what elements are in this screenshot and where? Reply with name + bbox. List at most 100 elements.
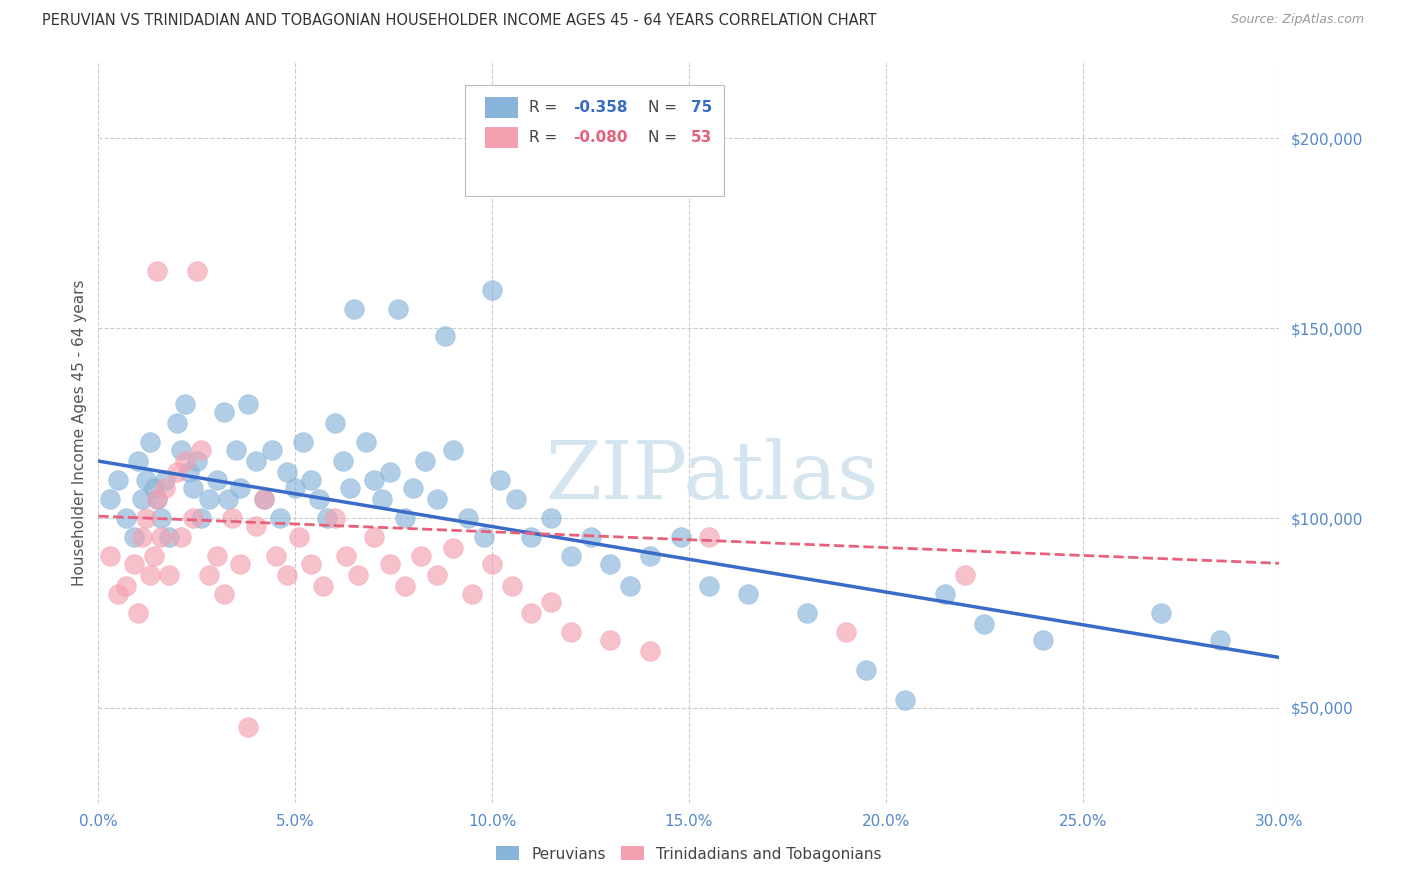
Point: [98, 491, 121, 506]
Point: [387, 302, 409, 317]
Point: [394, 579, 416, 593]
Point: [402, 481, 425, 495]
Point: [599, 557, 621, 571]
Point: [122, 530, 145, 544]
Point: [115, 579, 138, 593]
Point: [426, 568, 449, 582]
Point: [599, 632, 621, 647]
Point: [1150, 606, 1173, 620]
Point: [217, 491, 239, 506]
Point: [186, 454, 208, 468]
Point: [170, 530, 193, 544]
Text: -0.080: -0.080: [574, 129, 627, 145]
Text: N =: N =: [648, 100, 682, 115]
Point: [150, 511, 173, 525]
Point: [127, 454, 149, 468]
Point: [354, 435, 377, 450]
Point: [299, 557, 322, 571]
Point: [973, 617, 995, 632]
Point: [481, 557, 503, 571]
Point: [155, 473, 177, 487]
Point: [472, 530, 495, 544]
Text: R =: R =: [530, 129, 562, 145]
Point: [135, 511, 157, 525]
Point: [138, 568, 160, 582]
Point: [411, 549, 433, 563]
Point: [150, 530, 173, 544]
Point: [135, 473, 157, 487]
Point: [107, 473, 129, 487]
Point: [229, 481, 252, 495]
Point: [371, 491, 394, 506]
Point: [146, 264, 169, 278]
Point: [284, 481, 307, 495]
Point: [489, 473, 512, 487]
Point: [501, 579, 523, 593]
Point: [174, 454, 197, 468]
Bar: [485, 97, 517, 118]
Point: [953, 568, 976, 582]
Point: [697, 579, 720, 593]
Point: [363, 530, 385, 544]
Point: [236, 397, 259, 411]
Point: [378, 557, 401, 571]
Point: [441, 541, 464, 556]
Point: [335, 549, 357, 563]
Point: [214, 405, 236, 419]
Point: [98, 549, 121, 563]
Point: [264, 549, 287, 563]
Point: [245, 518, 267, 533]
Point: [197, 568, 219, 582]
Point: [288, 530, 311, 544]
Point: [619, 579, 641, 593]
Point: [560, 624, 582, 639]
Point: [413, 454, 436, 468]
Point: [737, 587, 759, 601]
Text: 53: 53: [692, 129, 713, 145]
Point: [638, 549, 661, 563]
Point: [166, 416, 188, 430]
Point: [229, 557, 252, 571]
Point: [221, 511, 243, 525]
Point: [170, 442, 193, 457]
Point: [269, 511, 291, 525]
Point: [190, 442, 212, 457]
Point: [157, 530, 180, 544]
Text: -0.358: -0.358: [574, 100, 627, 115]
Point: [343, 302, 366, 317]
Point: [347, 568, 370, 582]
Point: [131, 491, 153, 506]
Point: [253, 491, 276, 506]
Point: [638, 644, 661, 658]
Point: [131, 530, 153, 544]
Point: [796, 606, 818, 620]
Point: [323, 511, 346, 525]
Point: [363, 473, 385, 487]
Point: [122, 557, 145, 571]
Point: [276, 466, 298, 480]
Point: [177, 466, 200, 480]
Point: [855, 663, 877, 677]
Point: [127, 606, 149, 620]
Point: [225, 442, 247, 457]
Point: [433, 328, 456, 343]
Point: [481, 283, 503, 297]
Point: [540, 594, 562, 608]
Point: [115, 511, 138, 525]
Point: [441, 442, 464, 457]
Text: R =: R =: [530, 100, 562, 115]
Point: [138, 435, 160, 450]
Point: [579, 530, 602, 544]
Point: [181, 481, 204, 495]
Point: [835, 624, 858, 639]
Legend: Peruvians, Trinidadians and Tobagonians: Peruvians, Trinidadians and Tobagonians: [488, 838, 890, 869]
Point: [315, 511, 337, 525]
Point: [292, 435, 315, 450]
Point: [197, 491, 219, 506]
Point: [146, 491, 169, 506]
Point: [181, 511, 204, 525]
Point: [142, 549, 165, 563]
Point: [205, 473, 228, 487]
Point: [934, 587, 956, 601]
Point: [299, 473, 322, 487]
